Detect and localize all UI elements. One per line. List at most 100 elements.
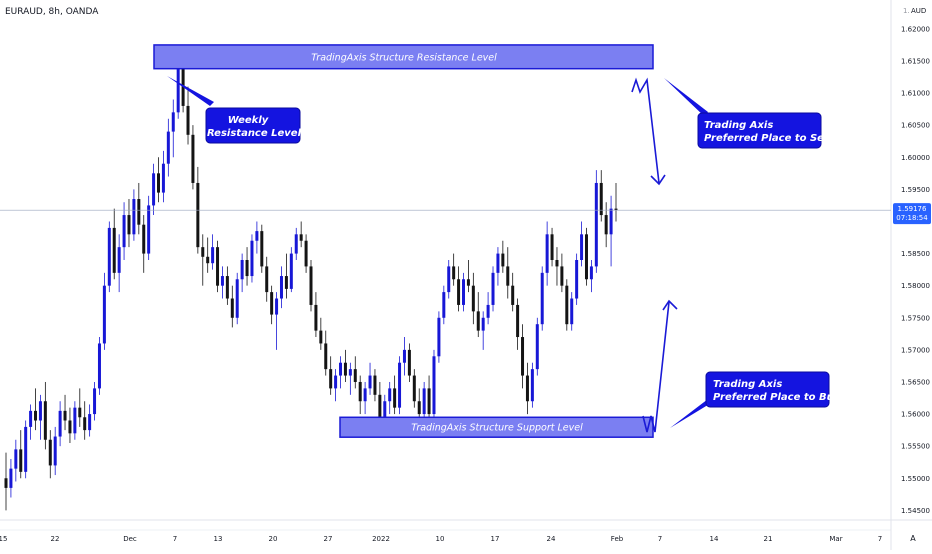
candle-body (575, 260, 579, 299)
candle-body (19, 449, 23, 472)
candle-body (565, 285, 569, 325)
candle-body (501, 253, 505, 267)
candle-body (353, 369, 357, 382)
candle-body (447, 266, 451, 293)
sell-callout[interactable] (697, 112, 822, 149)
price-tick-label: 1.58000 (901, 282, 930, 290)
time-tick-label: 17 (491, 535, 500, 543)
candle-body (201, 247, 205, 257)
price-tick-label: 1.56500 (901, 378, 930, 386)
candle-body (289, 253, 293, 289)
price-tick-label: 1.61500 (901, 57, 930, 65)
candle-body (245, 260, 249, 277)
candle-body (29, 410, 33, 427)
candle-body (191, 134, 195, 183)
support-zone-label: TradingAxis Structure Support Level (411, 423, 583, 434)
candle-body (240, 260, 244, 280)
candle-body (363, 388, 367, 402)
candle-body (24, 426, 28, 472)
time-tick-label: 27 (324, 535, 333, 543)
weekly-resistance-callout[interactable] (205, 107, 301, 144)
candle-body (206, 256, 210, 264)
candle-body (560, 266, 564, 286)
candle-body (14, 449, 18, 469)
candle-body (462, 279, 465, 305)
time-tick-label: 10 (436, 535, 445, 543)
candle-body (393, 388, 397, 408)
candle-body (235, 279, 239, 318)
bar-countdown: 07:18:54 (896, 214, 928, 222)
candle-body (250, 240, 254, 277)
price-tick-label: 1.55000 (901, 475, 930, 483)
time-tick-label: 13 (214, 535, 223, 543)
candle-body (93, 388, 97, 415)
candle-body (535, 324, 539, 370)
candle-body (402, 349, 406, 363)
time-tick-label: 14 (710, 535, 719, 543)
candle-body (97, 343, 101, 389)
time-tick-label: 22 (51, 535, 60, 543)
candle-body (412, 375, 416, 402)
candle-body (319, 330, 323, 344)
buy-callout[interactable] (705, 371, 830, 408)
time-tick-label: 7 (173, 535, 177, 543)
time-axis-ticks: 15 22 Dec 7 13 20 27 2022 10 17 24 Feb 7 14 21 Mar 7 (0, 535, 882, 543)
candle-body (314, 304, 318, 331)
candle-body (265, 266, 269, 293)
candle-body (496, 253, 500, 273)
candle-body (599, 182, 603, 216)
candle-body (102, 285, 106, 344)
candle-body (161, 163, 165, 193)
price-tick-label: 1.60500 (901, 122, 930, 130)
candle-body (147, 205, 151, 254)
resistance-zone[interactable] (153, 44, 654, 70)
candle-body (422, 388, 426, 415)
candle-body (339, 362, 343, 376)
candle-body (417, 401, 421, 415)
candle-body (284, 276, 288, 289)
candle-body (117, 247, 121, 273)
candle-body (486, 304, 490, 318)
candle-body (442, 292, 446, 318)
candle-body (127, 215, 131, 235)
candle-body (407, 349, 411, 376)
price-tick-label: 1.58500 (901, 250, 930, 258)
sell-callout-line1: Trading Axis (704, 120, 773, 131)
resistance-zone-label: TradingAxis Structure Resistance Level (311, 52, 497, 63)
candle-body (343, 362, 347, 376)
auto-scale-button[interactable]: A (910, 534, 916, 543)
candle-body (594, 182, 598, 267)
candle-body (427, 388, 431, 415)
candle-body (452, 266, 456, 280)
weekly-callout-pointer (167, 76, 214, 106)
candle-body (220, 276, 224, 286)
candle-body (383, 401, 387, 421)
candle-body (550, 234, 554, 260)
price-tick-label: 1.61000 (901, 90, 930, 98)
price-tick-label: 1.56000 (901, 411, 930, 419)
time-tick-label: 7 (658, 535, 662, 543)
candle-body (260, 231, 264, 267)
candle-body (604, 215, 608, 235)
buy-callout-line1: Trading Axis (713, 379, 782, 390)
candle-body (609, 208, 613, 235)
price-tick-label: 1.54500 (901, 507, 930, 515)
candle-body (34, 410, 38, 421)
candle-body (580, 234, 584, 260)
candle-body (437, 317, 441, 357)
candle-body (78, 407, 82, 418)
buy-callout-line2: Preferred Place to Buy (713, 392, 841, 403)
buy-projection-arrow (642, 301, 670, 433)
price-axis-scale-marker: 1. (903, 7, 910, 15)
candle-body (545, 234, 549, 273)
price-tick-label: 1.57000 (901, 346, 930, 354)
symbol-title: EURAUD, 8h, OANDA (5, 7, 99, 17)
candle-body (491, 272, 495, 305)
candle-body (294, 234, 298, 254)
candle-body (324, 343, 328, 370)
candle-body (38, 401, 42, 421)
candle-body (255, 231, 259, 241)
candle-body (196, 182, 200, 248)
